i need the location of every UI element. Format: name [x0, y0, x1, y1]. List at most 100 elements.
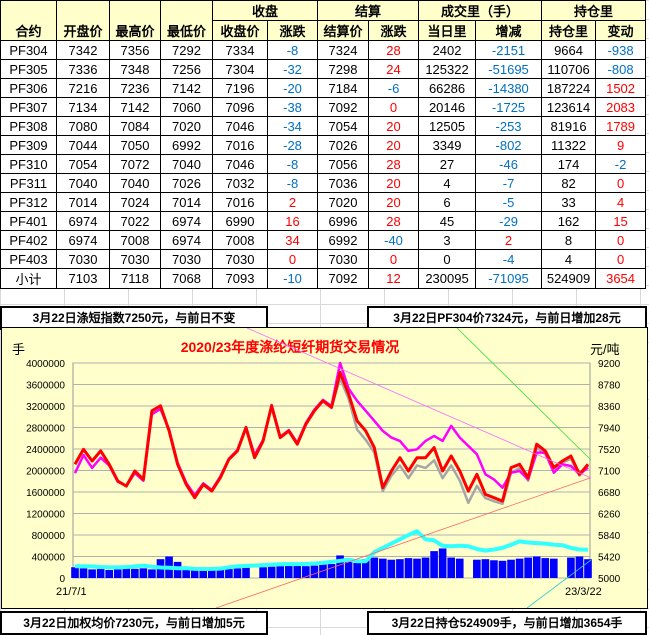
table-cell: 7134 — [56, 97, 110, 117]
table-cell: 0 — [595, 249, 647, 269]
table-cell: -2 — [595, 154, 647, 174]
right-tick-label: 7100 — [598, 467, 621, 478]
table-cell: 7014 — [160, 192, 213, 212]
volume-bar — [361, 559, 370, 578]
volume-bar — [148, 569, 156, 578]
volume-bar — [507, 559, 515, 578]
table-cell: 16 — [266, 211, 319, 231]
header-settle-change: 涨跌 — [368, 20, 420, 41]
table-cell: 7032 — [212, 173, 268, 193]
table-cell: -802 — [475, 135, 543, 155]
table-row: PF307 7134 7142 7060 7096 -38 7092 0 20146 -1725 1… — [0, 97, 647, 117]
table-cell: PF306 — [0, 78, 57, 98]
table-cell: 28 — [368, 40, 420, 60]
table-cell: 1502 — [595, 78, 647, 98]
right-tick-label: 5000 — [598, 574, 621, 585]
header-group-oi: 持仓里 — [541, 0, 647, 21]
table-cell: -8 — [266, 173, 319, 193]
table-cell: 20146 — [418, 97, 477, 117]
table-cell: 3349 — [418, 135, 477, 155]
left-tick-label: 1600000 — [26, 488, 65, 499]
table-cell: 3 — [418, 230, 477, 250]
volume-bar — [131, 568, 139, 578]
table-cell: 7080 — [56, 116, 110, 136]
header-settle: 结算价 — [317, 20, 370, 41]
right-tick-label: 6260 — [598, 510, 621, 521]
table-cell: 12505 — [418, 116, 477, 136]
table-cell: 7014 — [56, 192, 110, 212]
volume-bar — [122, 567, 131, 578]
table-cell: 34 — [266, 230, 319, 250]
table-cell: -71095 — [475, 268, 543, 289]
table-cell: PF403 — [0, 249, 57, 269]
left-tick-label: 2000000 — [26, 467, 65, 478]
table-cell: 123614 — [541, 97, 597, 117]
table-row: PF310 7054 7072 7040 7046 -8 7056 28 27 -46 174 -2 — [0, 154, 647, 174]
table-cell: 7304 — [212, 59, 268, 79]
header-volume-change: 增减 — [475, 20, 543, 41]
table-cell: 20 — [368, 135, 420, 155]
table-cell: 7046 — [212, 154, 268, 174]
table-cell: 2 — [266, 192, 319, 212]
table-cell: 6992 — [160, 135, 213, 155]
volume-bar — [378, 558, 387, 578]
table-cell: 7334 — [212, 40, 268, 60]
volume-bar — [267, 566, 276, 578]
volume-bar — [541, 558, 550, 578]
volume-bar — [139, 568, 148, 578]
volume-bar — [216, 569, 225, 578]
table-cell: 6974 — [56, 230, 110, 250]
table-cell: 7026 — [160, 173, 213, 193]
volume-bar — [532, 556, 541, 578]
table-row: PF312 7014 7024 7014 7016 2 7020 20 6 -5 33 4 — [0, 192, 647, 212]
volume-bar — [498, 560, 507, 578]
table-cell: 6996 — [317, 211, 370, 231]
table-cell: 7054 — [56, 154, 110, 174]
volume-bar — [276, 566, 285, 578]
left-tick-label: 3200000 — [26, 402, 65, 413]
volume-bar — [447, 557, 456, 578]
table-cell: PF312 — [0, 192, 57, 212]
volume-bar — [71, 567, 79, 578]
right-tick-label: 8780 — [598, 381, 621, 392]
table-cell: 6974 — [56, 211, 110, 231]
volume-bar — [207, 569, 216, 578]
summary-open-interest: 3月22日持仓524909手，与前日增加3654手 — [367, 611, 647, 635]
table-cell: 7030 — [317, 249, 370, 269]
table-cell: 33 — [541, 192, 597, 212]
header-oi: 持仓里 — [541, 20, 597, 41]
table-cell: 7196 — [212, 78, 268, 98]
table-cell: 45 — [418, 211, 477, 231]
volume-bar — [515, 558, 524, 578]
table-cell: 20 — [368, 116, 420, 136]
table-cell: 2402 — [418, 40, 477, 60]
table-cell: 524909 — [541, 268, 597, 289]
table-cell: 4 — [541, 249, 597, 269]
table-cell: 12 — [368, 268, 420, 289]
summary-weighted-price: 3月22日加权均价7230元，与前日增加5元 — [0, 611, 268, 635]
table-row: PF311 7040 7040 7026 7032 -8 7036 20 4 -7 82 0 — [0, 173, 647, 193]
table-cell: 24 — [368, 59, 420, 79]
table-cell: PF311 — [0, 173, 57, 193]
volume-bar — [233, 568, 242, 578]
table-cell: 小计 — [0, 268, 57, 289]
table-cell: 0 — [368, 97, 420, 117]
table-row: PF402 6974 7008 6974 7008 34 6992 -40 3 2 8 0 — [0, 230, 647, 250]
table-cell: 7068 — [160, 268, 213, 289]
table-cell: 7292 — [160, 40, 213, 60]
table-cell: 7056 — [317, 154, 370, 174]
volume-bar — [481, 559, 490, 578]
table-cell: 162 — [541, 211, 597, 231]
table-cell: -40 — [368, 230, 420, 250]
right-axis-unit: 元/吨 — [590, 342, 620, 357]
volume-bar — [310, 565, 319, 578]
left-tick-label: 400000 — [32, 553, 66, 564]
volume-bar — [88, 569, 96, 578]
table-cell: 7092 — [317, 268, 370, 289]
volume-bar — [113, 569, 122, 578]
x-end-label: 23/3/22 — [565, 586, 602, 598]
table-cell: 7072 — [109, 154, 161, 174]
header-contract: 合约 — [0, 0, 57, 41]
table-cell: 7036 — [317, 173, 370, 193]
